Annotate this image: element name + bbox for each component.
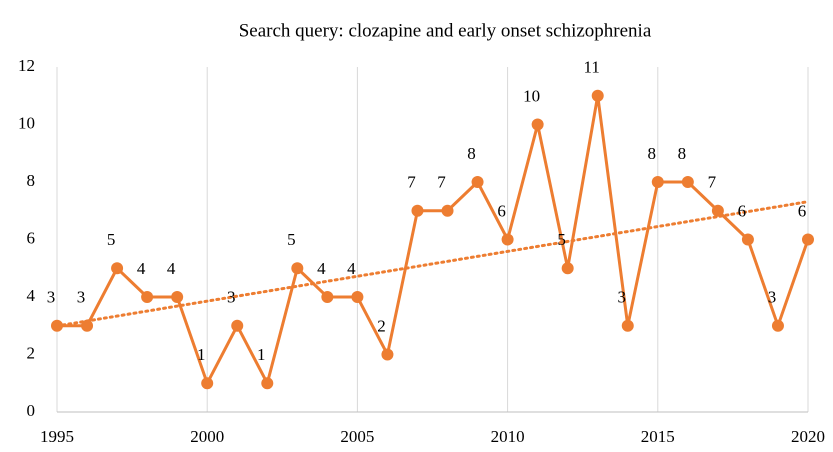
series-line	[57, 95, 810, 388]
x-tick-label: 2020	[791, 427, 825, 446]
trendline	[55, 200, 810, 328]
data-point	[201, 377, 214, 390]
data-label: 3	[768, 288, 777, 307]
data-label: 5	[287, 230, 296, 249]
data-label: 3	[77, 288, 86, 307]
data-label: 4	[167, 259, 176, 278]
chart-title: Search query: clozapine and early onset …	[239, 20, 652, 41]
data-label: 7	[437, 173, 446, 192]
data-point	[711, 204, 724, 217]
data-label: 4	[317, 259, 326, 278]
data-point	[291, 262, 304, 275]
data-point	[171, 291, 184, 303]
x-tick-label: 2010	[491, 427, 525, 446]
data-point	[651, 176, 664, 188]
data-label: 5	[557, 230, 566, 249]
data-label: 5	[107, 230, 116, 249]
data-label: 4	[347, 259, 356, 278]
data-point	[741, 233, 754, 246]
data-point	[681, 176, 694, 188]
x-tick-label: 2015	[641, 427, 675, 446]
data-label: 4	[137, 259, 146, 278]
data-label: 7	[708, 173, 717, 192]
y-tick-label: 2	[27, 343, 36, 362]
x-tick-label: 1995	[40, 427, 74, 446]
data-label: 3	[227, 288, 236, 307]
x-tick-label: 2000	[190, 427, 224, 446]
data-point	[351, 291, 364, 303]
data-label: 8	[648, 144, 657, 163]
y-tick-label: 6	[27, 228, 36, 247]
data-label: 3	[47, 288, 56, 307]
data-point	[111, 262, 124, 275]
data-label: 8	[467, 144, 476, 163]
data-point	[381, 348, 394, 361]
data-point	[81, 319, 94, 332]
data-point	[531, 118, 544, 131]
data-point	[802, 233, 814, 246]
data-label: 10	[523, 86, 540, 105]
data-label: 1	[257, 345, 266, 364]
data-point	[261, 377, 274, 390]
data-label: 1	[197, 345, 206, 364]
data-point	[471, 176, 484, 188]
data-point	[411, 204, 424, 217]
data-label: 3	[618, 288, 627, 307]
data-label: 2	[377, 316, 386, 335]
data-point	[771, 319, 784, 332]
data-point	[321, 291, 334, 303]
data-point	[231, 319, 244, 332]
y-tick-label: 10	[18, 113, 35, 132]
data-point	[591, 89, 604, 102]
data-label: 6	[798, 201, 807, 220]
y-tick-label: 12	[18, 56, 35, 75]
data-point	[51, 319, 63, 332]
data-label: 8	[678, 144, 687, 163]
data-label: 11	[584, 58, 600, 77]
data-point	[141, 291, 154, 303]
data-point	[501, 233, 514, 246]
y-tick-label: 0	[27, 401, 36, 420]
data-label: 6	[738, 201, 747, 220]
y-tick-label: 4	[27, 286, 36, 305]
data-point	[561, 262, 574, 275]
y-tick-label: 8	[27, 171, 36, 190]
data-point	[621, 319, 634, 332]
data-label: 6	[497, 201, 506, 220]
x-tick-label: 2005	[340, 427, 374, 446]
data-label: 7	[407, 173, 416, 192]
data-point	[441, 204, 454, 217]
